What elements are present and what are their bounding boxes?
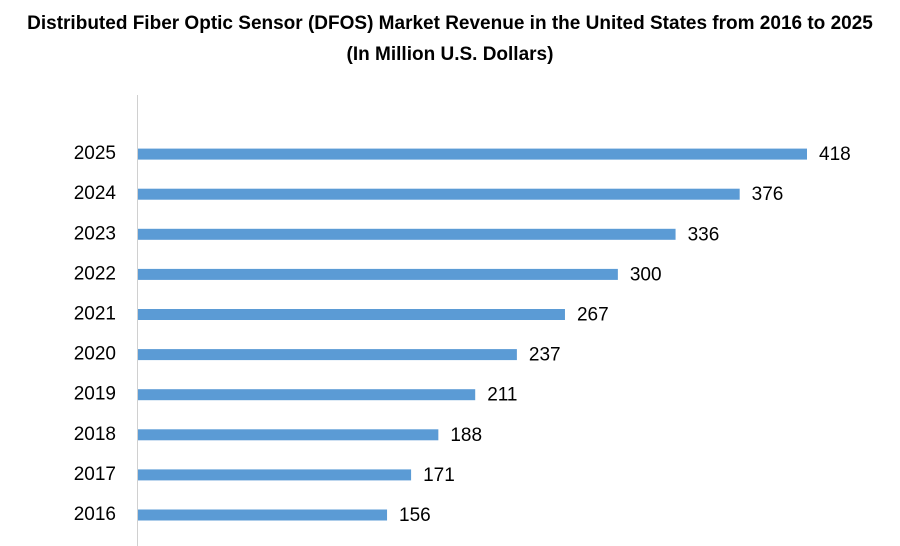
- bar: [138, 389, 476, 401]
- bar: [138, 188, 740, 200]
- y-tick-label: 2023: [74, 223, 116, 244]
- value-label: 211: [487, 385, 517, 406]
- value-label: 156: [399, 505, 431, 526]
- value-label: 336: [688, 224, 720, 245]
- y-tick-label: 2019: [74, 384, 116, 405]
- bar: [138, 148, 807, 160]
- bar: [138, 349, 517, 361]
- bar: [138, 469, 412, 481]
- y-tick-label: 2017: [74, 464, 116, 485]
- bar: [138, 429, 439, 441]
- value-label: 188: [450, 425, 482, 446]
- bar: [138, 309, 565, 320]
- y-tick-label: 2018: [74, 424, 116, 445]
- value-label: 300: [630, 264, 662, 285]
- value-label: 267: [577, 305, 609, 326]
- y-tick-label: 2016: [74, 504, 116, 525]
- value-label: 171: [423, 465, 455, 486]
- bar: [138, 509, 388, 521]
- chart-title: Distributed Fiber Optic Sensor (DFOS) Ma…: [27, 13, 873, 65]
- bar: [138, 228, 676, 240]
- bar: [138, 268, 618, 280]
- y-tick-label: 2020: [74, 344, 116, 365]
- value-label: 376: [752, 184, 784, 205]
- y-tick-label: 2021: [74, 304, 116, 325]
- y-tick-label: 2022: [74, 263, 116, 284]
- y-tick-label: 2025: [74, 143, 116, 164]
- value-label: 418: [819, 144, 851, 165]
- y-tick-label: 2024: [74, 183, 117, 204]
- value-label: 237: [529, 345, 561, 366]
